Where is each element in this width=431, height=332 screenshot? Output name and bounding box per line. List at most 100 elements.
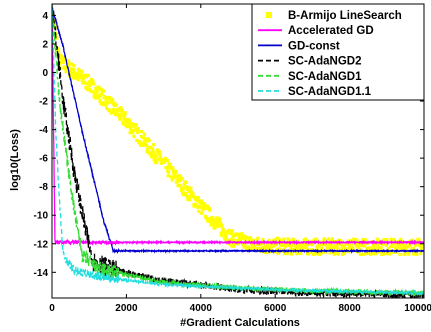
series-b-armijo-linesearch-marker xyxy=(307,251,311,255)
series-b-armijo-linesearch-marker xyxy=(373,246,377,250)
series-b-armijo-linesearch-marker xyxy=(311,252,315,256)
series-b-armijo-linesearch-marker xyxy=(221,227,225,232)
series-b-armijo-linesearch-marker xyxy=(211,220,215,224)
series-b-armijo-linesearch-marker xyxy=(333,246,338,250)
series-b-armijo-linesearch-marker xyxy=(268,247,272,251)
series-b-armijo-linesearch-marker xyxy=(208,207,212,211)
series-b-armijo-linesearch-marker xyxy=(279,244,283,248)
series-b-armijo-linesearch-marker xyxy=(121,113,125,118)
series-b-armijo-linesearch-marker xyxy=(76,71,80,75)
series-b-armijo-linesearch-marker xyxy=(145,144,149,148)
series-b-armijo-linesearch-marker xyxy=(390,250,395,255)
series-b-armijo-linesearch-marker xyxy=(265,250,269,254)
series-b-armijo-linesearch-marker xyxy=(159,157,163,161)
series-b-armijo-linesearch-marker xyxy=(106,97,110,101)
series-b-armijo-linesearch-marker xyxy=(231,234,235,239)
x-tick-label: 8000 xyxy=(338,303,361,314)
series-b-armijo-linesearch-marker xyxy=(138,142,143,146)
series-b-armijo-linesearch-marker xyxy=(206,219,210,223)
series-b-armijo-linesearch-marker xyxy=(214,216,218,220)
legend-entry-b-armijo-linesearch-label: B-Armijo LineSearch xyxy=(288,10,402,22)
series-b-armijo-linesearch-marker xyxy=(170,178,174,182)
series-sc-adangd1-1-line xyxy=(52,7,424,297)
series-b-armijo-linesearch-marker xyxy=(282,247,286,251)
series-b-armijo-linesearch-marker xyxy=(335,242,339,247)
series-b-armijo-linesearch-marker xyxy=(320,246,324,250)
series-b-armijo-linesearch-marker xyxy=(316,244,320,248)
series-b-armijo-linesearch-marker xyxy=(155,148,159,152)
series-b-armijo-linesearch-marker xyxy=(100,103,105,107)
series-b-armijo-linesearch-marker xyxy=(200,206,204,210)
series-b-armijo-linesearch-marker xyxy=(184,185,188,189)
series-b-armijo-linesearch-marker xyxy=(283,252,287,256)
series-gd-const xyxy=(52,6,424,254)
series-b-armijo-linesearch-marker xyxy=(362,242,366,246)
series-b-armijo-linesearch-marker xyxy=(114,103,119,107)
series-b-armijo-linesearch-marker xyxy=(407,252,411,256)
series-b-armijo-linesearch-marker xyxy=(168,162,172,166)
series-accelerated-gd-line xyxy=(52,7,424,247)
legend-entry-sc-adangd1-1: SC-AdaNGD1.1 xyxy=(258,86,372,98)
series-b-armijo-linesearch-marker xyxy=(163,158,167,162)
series-b-armijo-linesearch-marker xyxy=(231,238,236,242)
series-b-armijo-linesearch-marker xyxy=(57,50,61,54)
series-b-armijo-linesearch-marker xyxy=(419,247,423,251)
series-b-armijo-linesearch-marker xyxy=(343,250,347,255)
series-b-armijo-linesearch-marker xyxy=(360,244,365,248)
series-b-armijo-linesearch-marker xyxy=(238,238,242,243)
series-b-armijo-linesearch-marker xyxy=(325,241,329,246)
series-b-armijo-linesearch-marker xyxy=(85,82,89,86)
series-b-armijo-linesearch-marker xyxy=(150,152,154,156)
series-b-armijo-linesearch-marker xyxy=(417,238,421,242)
x-axis-label: #Gradient Calculations xyxy=(180,317,300,329)
series-b-armijo-linesearch-marker xyxy=(217,219,221,224)
series-b-armijo-linesearch-marker xyxy=(53,22,57,26)
series-b-armijo-linesearch-marker xyxy=(80,69,84,73)
series-b-armijo-linesearch-marker xyxy=(355,242,359,246)
y-tick-label: 4 xyxy=(42,11,48,22)
series-b-armijo-linesearch-marker xyxy=(179,188,183,192)
series-b-armijo-linesearch-marker xyxy=(267,238,271,242)
series-b-armijo-linesearch-marker xyxy=(303,245,307,249)
series-b-armijo-linesearch-marker xyxy=(269,245,273,249)
series-b-armijo-linesearch-marker xyxy=(95,85,99,90)
series-b-armijo-linesearch-marker xyxy=(169,175,174,179)
legend-entry-accelerated-gd-label: Accelerated GD xyxy=(288,25,374,37)
series-b-armijo-linesearch-marker xyxy=(119,112,124,116)
series-b-armijo-linesearch-marker xyxy=(134,123,138,127)
series-b-armijo-linesearch-marker xyxy=(321,242,325,247)
series-b-armijo-linesearch-marker xyxy=(392,238,396,242)
series-b-armijo-linesearch-marker xyxy=(301,246,305,250)
series-b-armijo-linesearch-marker xyxy=(77,75,81,79)
series-b-armijo-linesearch-marker xyxy=(403,252,407,257)
series-b-armijo-linesearch-marker xyxy=(80,78,84,82)
series-b-armijo-linesearch-marker xyxy=(60,54,64,58)
series-b-armijo-linesearch-marker xyxy=(91,82,95,86)
y-tick-label: -14 xyxy=(34,268,49,279)
series-b-armijo-linesearch-marker xyxy=(152,143,156,147)
series-b-armijo-linesearch-marker xyxy=(93,96,97,100)
series-b-armijo-linesearch-marker xyxy=(131,128,136,132)
series-b-armijo-linesearch-marker xyxy=(175,174,179,178)
series-b-armijo-linesearch-marker xyxy=(310,243,314,247)
series-b-armijo-linesearch-marker xyxy=(121,122,126,126)
series-b-armijo-linesearch-marker xyxy=(70,62,74,66)
series-b-armijo-linesearch-marker xyxy=(245,235,249,239)
series-b-armijo-linesearch-marker xyxy=(62,56,66,60)
series-b-armijo-linesearch-marker xyxy=(69,67,73,72)
series-b-armijo-linesearch-marker xyxy=(177,174,181,178)
series-b-armijo-linesearch-marker xyxy=(358,252,362,256)
series-b-armijo-linesearch-marker xyxy=(182,183,186,187)
series-b-armijo-linesearch-marker xyxy=(150,147,155,151)
series-b-armijo-linesearch-marker xyxy=(89,89,93,93)
legend-entry-sc-adangd1-1-label: SC-AdaNGD1.1 xyxy=(288,86,372,98)
series-b-armijo-linesearch-marker xyxy=(330,237,334,241)
series-b-armijo-linesearch-marker xyxy=(66,62,71,67)
series-b-armijo-linesearch-marker xyxy=(165,159,169,163)
series-b-armijo-linesearch-marker xyxy=(272,238,276,242)
series-b-armijo-linesearch-marker xyxy=(343,247,348,251)
series-b-armijo-linesearch-marker xyxy=(380,252,384,256)
series-b-armijo-linesearch-marker xyxy=(197,205,202,209)
series-b-armijo-linesearch-marker xyxy=(63,58,67,62)
series-b-armijo-linesearch-marker xyxy=(188,198,192,202)
